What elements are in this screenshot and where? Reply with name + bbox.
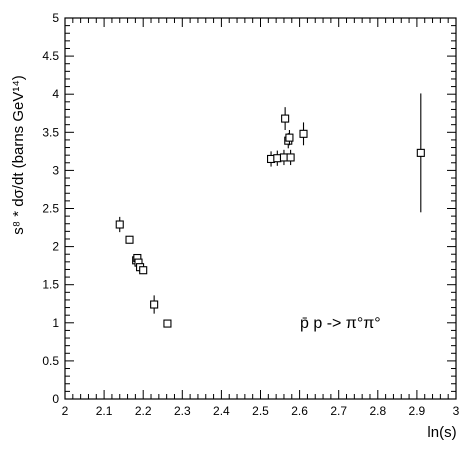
data-point [125, 235, 134, 244]
y-tick-label: 0.5 [42, 354, 59, 368]
y-tick-label: 5 [52, 11, 59, 25]
y-tick-label: 4 [52, 87, 59, 101]
data-point [299, 129, 308, 138]
data-point [279, 153, 289, 162]
x-axis: 2 2.1 2.2 2.3 2.4 2.5 2.6 2.7 2.8 2.9 3 [62, 18, 460, 418]
data-point [115, 220, 124, 229]
y-tick-label: 1 [52, 316, 59, 330]
data-points [115, 93, 425, 328]
x-tick-label: 2.2 [135, 404, 152, 418]
x-tick-label: 3 [453, 404, 460, 418]
x-tick-label: 2.4 [213, 404, 230, 418]
data-point [273, 154, 282, 163]
x-tick-label: 2.7 [330, 404, 347, 418]
x-axis-title: ln(s) [427, 424, 456, 441]
data-point [281, 114, 290, 123]
data-point [150, 300, 159, 309]
data-point [163, 319, 172, 328]
y-axis-title: s⁸ * dσ/dt (barns GeV¹⁴) [10, 75, 27, 235]
y-tick-label: 2 [52, 240, 59, 254]
x-tick-label: 2.8 [369, 404, 386, 418]
reaction-annotation: p̄ p -> π°π° [300, 315, 381, 332]
data-point [285, 133, 294, 142]
x-tick-label: 2.3 [174, 404, 191, 418]
y-tick-label: 1.5 [42, 278, 59, 292]
y-tick-label: 0 [52, 392, 59, 406]
y-tick-label: 2.5 [42, 202, 59, 216]
data-point [416, 148, 425, 157]
plot-frame [64, 17, 457, 400]
y-tick-label: 3 [52, 163, 59, 177]
x-tick-label: 2.5 [252, 404, 269, 418]
y-axis: 0 0.5 1 1.5 2 2.5 3 3.5 4 4.5 5 [42, 11, 456, 406]
data-point [139, 266, 148, 275]
data-point [286, 153, 295, 162]
y-tick-label: 4.5 [42, 49, 59, 63]
x-tick-label: 2 [62, 404, 69, 418]
x-tick-label: 2.6 [291, 404, 308, 418]
x-tick-label: 2.1 [96, 404, 113, 418]
y-tick-label: 3.5 [42, 125, 59, 139]
x-tick-label: 2.9 [409, 404, 426, 418]
